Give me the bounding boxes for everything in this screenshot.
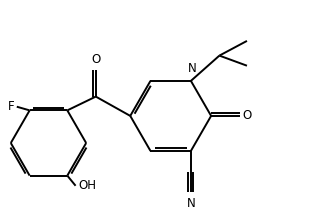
- Text: O: O: [91, 53, 100, 66]
- Text: OH: OH: [78, 179, 96, 192]
- Text: N: N: [187, 62, 196, 75]
- Text: F: F: [7, 100, 14, 113]
- Text: O: O: [242, 109, 252, 122]
- Text: N: N: [186, 197, 195, 210]
